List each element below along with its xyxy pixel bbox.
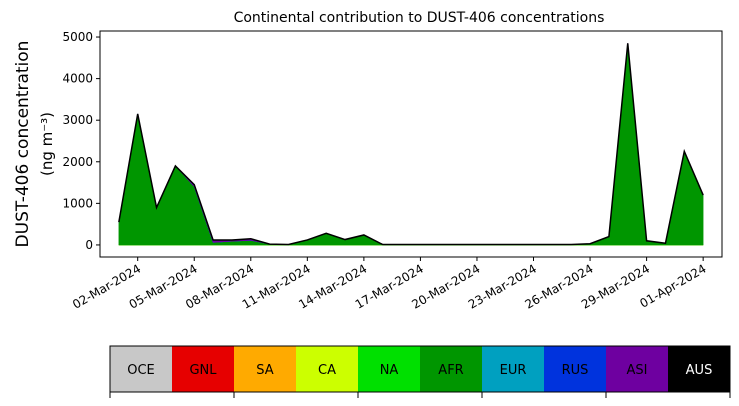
legend-swatch xyxy=(296,346,358,392)
legend-label: GNL xyxy=(189,363,217,378)
y-tick-label: 3000 xyxy=(62,113,93,127)
y-tick-label: 5000 xyxy=(62,30,93,44)
legend-swatch xyxy=(110,346,172,392)
legend-frame xyxy=(109,345,731,393)
legend-swatch xyxy=(544,346,606,392)
legend-swatch xyxy=(482,346,544,392)
y-tick-label: 0 xyxy=(85,238,93,252)
area xyxy=(118,43,704,246)
area xyxy=(118,43,704,246)
legend-label: AUS xyxy=(686,363,713,378)
legend-swatch xyxy=(172,346,234,392)
legend-swatch xyxy=(420,346,482,392)
legend-label: CA xyxy=(318,363,336,378)
y-tick-label: 4000 xyxy=(62,72,93,86)
legend-swatch xyxy=(358,346,420,392)
legend-label: NA xyxy=(380,363,399,378)
plot-frame xyxy=(99,30,723,258)
legend-label: AFR xyxy=(438,363,463,378)
legend-swatch xyxy=(606,346,668,392)
legend-label: ASI xyxy=(627,363,648,378)
legend-swatch xyxy=(668,346,730,392)
legend-label: OCE xyxy=(127,363,155,378)
legend-label: RUS xyxy=(562,363,589,378)
legend-label: SA xyxy=(256,363,273,378)
y-axis-label: DUST-406 concentration xyxy=(13,41,33,248)
legend-label: EUR xyxy=(500,363,527,378)
y-axis-label: (ng m⁻³) xyxy=(38,112,56,176)
y-tick-label: 2000 xyxy=(62,155,93,169)
y-tick-label: 1000 xyxy=(62,196,93,210)
chart-title: Continental contribution to DUST-406 con… xyxy=(234,10,605,26)
legend-swatch xyxy=(234,346,296,392)
